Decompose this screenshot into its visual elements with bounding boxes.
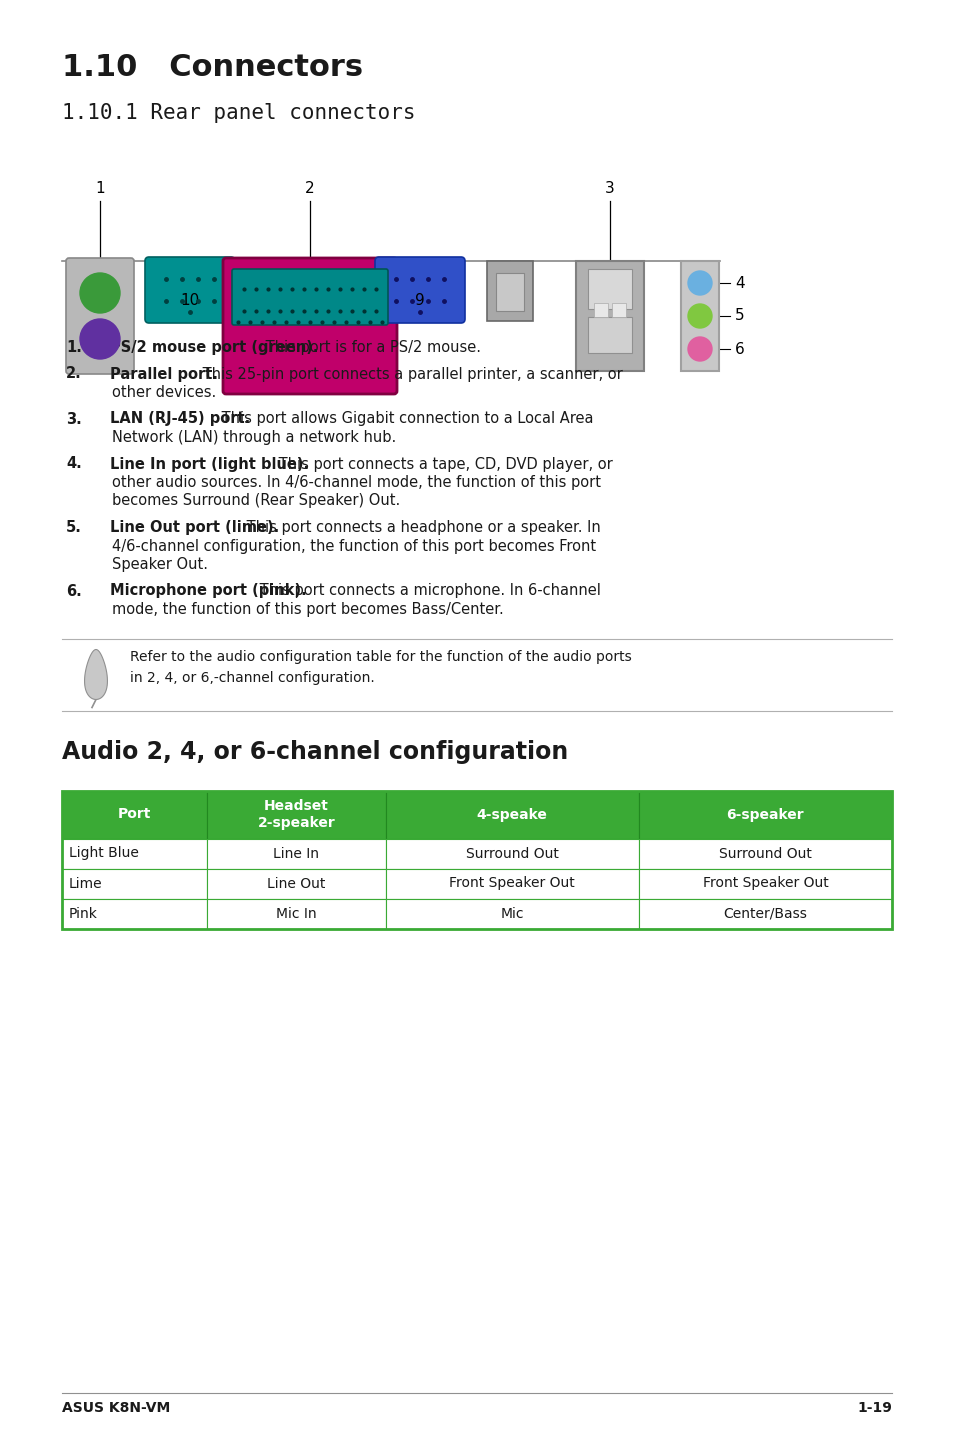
Text: LAN (RJ-45) port.: LAN (RJ-45) port. <box>110 411 250 427</box>
Text: Front Speaker Out: Front Speaker Out <box>449 877 575 890</box>
Text: 5.: 5. <box>66 521 82 535</box>
Bar <box>385 899 639 929</box>
Bar <box>496 273 523 311</box>
Text: 11: 11 <box>91 293 110 308</box>
Text: This port connects a tape, CD, DVD player, or: This port connects a tape, CD, DVD playe… <box>274 456 612 472</box>
Bar <box>62 791 891 929</box>
Bar <box>62 791 207 838</box>
Text: This port allows Gigabit connection to a Local Area: This port allows Gigabit connection to a… <box>217 411 593 427</box>
Bar <box>62 869 207 899</box>
Text: 1.10.1 Rear panel connectors: 1.10.1 Rear panel connectors <box>62 104 416 124</box>
Text: 10: 10 <box>180 293 199 308</box>
Text: 2.: 2. <box>66 367 82 381</box>
Text: This port connects a microphone. In 6-channel: This port connects a microphone. In 6-ch… <box>254 584 600 598</box>
Bar <box>639 869 891 899</box>
Text: Center/Bass: Center/Bass <box>722 906 806 920</box>
Text: 4: 4 <box>734 276 744 290</box>
Bar <box>385 869 639 899</box>
Text: 1.10   Connectors: 1.10 Connectors <box>62 53 363 82</box>
Bar <box>207 838 385 869</box>
Bar <box>639 791 891 838</box>
Text: Light Blue: Light Blue <box>69 847 139 860</box>
Text: other devices.: other devices. <box>112 385 216 400</box>
Text: Audio 2, 4, or 6-channel configuration: Audio 2, 4, or 6-channel configuration <box>62 741 568 765</box>
Text: 9: 9 <box>415 293 424 308</box>
Text: mode, the function of this port becomes Bass/Center.: mode, the function of this port becomes … <box>112 603 503 617</box>
Text: other audio sources. In 4/6-channel mode, the function of this port: other audio sources. In 4/6-channel mode… <box>112 475 600 490</box>
Text: Parallel port.: Parallel port. <box>110 367 218 381</box>
Text: ASUS K8N-VM: ASUS K8N-VM <box>62 1401 170 1415</box>
Text: Pink: Pink <box>69 906 98 920</box>
Circle shape <box>687 303 711 328</box>
Text: 2: 2 <box>305 181 314 196</box>
Text: This port connects a headphone or a speaker. In: This port connects a headphone or a spea… <box>242 521 600 535</box>
FancyBboxPatch shape <box>66 257 133 374</box>
Text: 4/6-channel configuration, the function of this port becomes Front: 4/6-channel configuration, the function … <box>112 538 596 554</box>
FancyBboxPatch shape <box>223 257 396 394</box>
Text: 7: 7 <box>604 293 614 308</box>
Text: Line Out: Line Out <box>267 877 325 890</box>
Bar <box>385 791 639 838</box>
Text: Surround Out: Surround Out <box>465 847 558 860</box>
Text: 4-speake: 4-speake <box>476 808 547 821</box>
Text: 3.: 3. <box>66 411 82 427</box>
Text: 3: 3 <box>604 181 615 196</box>
Text: Refer to the audio configuration table for the function of the audio ports
in 2,: Refer to the audio configuration table f… <box>130 650 631 684</box>
Text: 5: 5 <box>734 309 744 324</box>
Text: becomes Surround (Rear Speaker) Out.: becomes Surround (Rear Speaker) Out. <box>112 493 400 509</box>
Bar <box>639 838 891 869</box>
Text: 4.: 4. <box>66 456 82 472</box>
Bar <box>486 262 533 321</box>
Bar <box>207 899 385 929</box>
Text: Line Out port (lime).: Line Out port (lime). <box>110 521 279 535</box>
Text: 6.: 6. <box>66 584 82 598</box>
Text: 1.: 1. <box>66 339 82 355</box>
Bar <box>587 269 631 309</box>
Bar <box>612 303 625 316</box>
Circle shape <box>80 273 120 313</box>
Text: Mic In: Mic In <box>275 906 316 920</box>
Text: 6: 6 <box>734 341 744 357</box>
Circle shape <box>687 336 711 361</box>
Text: Headset
2-speaker: Headset 2-speaker <box>257 800 335 830</box>
Bar <box>576 262 643 371</box>
Text: Lime: Lime <box>69 877 103 890</box>
Text: Network (LAN) through a network hub.: Network (LAN) through a network hub. <box>112 430 395 444</box>
Text: 8: 8 <box>505 293 515 308</box>
Text: Microphone port (pink).: Microphone port (pink). <box>110 584 307 598</box>
FancyBboxPatch shape <box>232 269 388 325</box>
Bar <box>207 791 385 838</box>
Text: Front Speaker Out: Front Speaker Out <box>701 877 827 890</box>
Bar <box>680 262 719 371</box>
Text: Speaker Out.: Speaker Out. <box>112 557 208 572</box>
Text: PS/2 mouse port (green).: PS/2 mouse port (green). <box>110 339 318 355</box>
FancyBboxPatch shape <box>145 257 234 324</box>
Text: Surround Out: Surround Out <box>719 847 811 860</box>
Bar <box>594 303 607 316</box>
Bar <box>207 869 385 899</box>
Circle shape <box>80 319 120 360</box>
Text: Line In: Line In <box>274 847 319 860</box>
Text: This 25-pin port connects a parallel printer, a scanner, or: This 25-pin port connects a parallel pri… <box>198 367 622 381</box>
Text: Port: Port <box>118 808 152 821</box>
Polygon shape <box>85 650 108 699</box>
Text: Line In port (light blue).: Line In port (light blue). <box>110 456 309 472</box>
FancyBboxPatch shape <box>375 257 464 324</box>
Text: 1: 1 <box>95 181 105 196</box>
Bar <box>587 316 631 352</box>
Text: This port is for a PS/2 mouse.: This port is for a PS/2 mouse. <box>261 339 480 355</box>
Bar <box>639 899 891 929</box>
Text: 1-19: 1-19 <box>856 1401 891 1415</box>
Bar <box>62 838 207 869</box>
Bar <box>62 899 207 929</box>
Text: Mic: Mic <box>500 906 523 920</box>
Text: 6-speaker: 6-speaker <box>726 808 803 821</box>
Bar <box>385 838 639 869</box>
Circle shape <box>687 270 711 295</box>
